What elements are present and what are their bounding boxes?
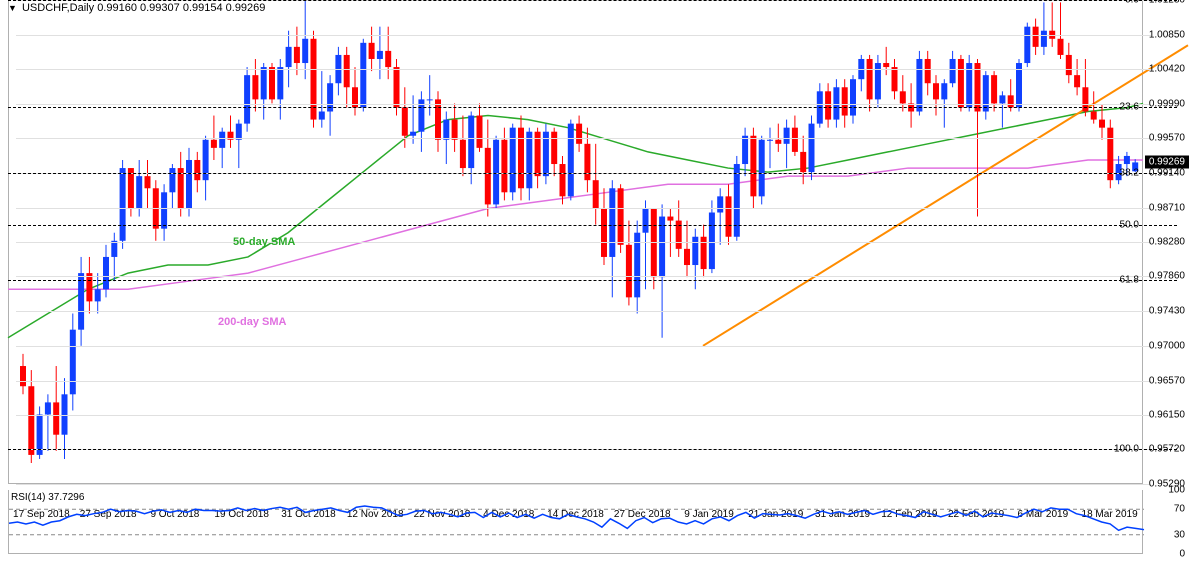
rsi-tick-label: 30 [1174,529,1185,540]
rsi-tick-label: 0 [1179,549,1185,560]
y-axis-tick-label: 0.99570 [1149,133,1185,144]
y-axis-tick-label: 0.99990 [1149,99,1185,110]
rsi-tick-label: 100 [1168,485,1185,496]
y-axis-tick-label: 0.98280 [1149,237,1185,248]
fib-level-line [8,225,1177,226]
y-axis-tick-label: 0.96570 [1149,375,1185,386]
rsi-overlay [9,490,1144,554]
price-chart[interactable] [8,0,1143,484]
gridline-h [16,35,1151,36]
gridline-h [16,415,1151,416]
gridline-h [16,311,1151,312]
fib-level-line [8,0,1177,1]
y-axis-tick-label: 1.00420 [1149,64,1185,75]
fib-level-line [8,449,1177,450]
gridline-h [16,381,1151,382]
y-axis-tick-label: 0.96150 [1149,409,1185,420]
gridline-h [16,69,1151,70]
timeframe-label: Daily [70,2,94,14]
ohlc-label: 0.99160 0.99307 0.99154 0.99269 [97,2,265,14]
fib-level-line [8,280,1177,281]
y-axis-tick-label: 0.97000 [1149,340,1185,351]
sma200-annotation: 200-day SMA [218,316,286,328]
gridline-h [16,484,1151,485]
rsi-title: RSI(14) 37.7296 [11,492,84,503]
gridline-h [16,346,1151,347]
gridline-h [16,276,1151,277]
rsi-tick-label: 70 [1174,504,1185,515]
symbol-label: USDCHF [22,2,67,14]
sma50-annotation: 50-day SMA [233,236,295,248]
gridline-h [16,208,1151,209]
gridline-h [16,242,1151,243]
y-axis-tick-label: 1.00850 [1149,29,1185,40]
gridline-h [16,138,1151,139]
y-axis-tick-label: 0.97430 [1149,306,1185,317]
chevron-down-icon[interactable]: ▼ [8,3,17,13]
fib-level-line [8,173,1177,174]
current-price-box: 0.99269 [1145,156,1189,169]
chart-title: ▼ USDCHF,Daily 0.99160 0.99307 0.99154 0… [8,2,265,14]
gridline-h [16,104,1151,105]
rsi-panel[interactable]: RSI(14) 37.7296 [8,490,1143,554]
fib-level-line [8,107,1177,108]
y-axis-tick-label: 0.98710 [1149,202,1185,213]
